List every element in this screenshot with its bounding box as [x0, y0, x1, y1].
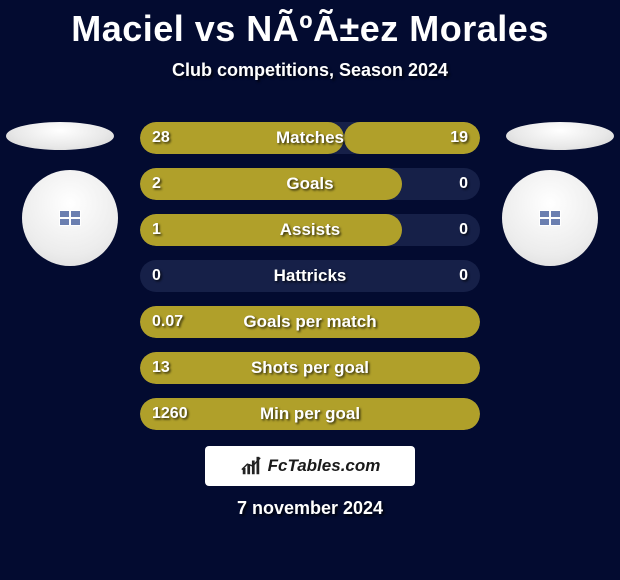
page-title: Maciel vs NÃºÃ±ez Morales	[0, 0, 620, 50]
player-left-shadow	[6, 122, 114, 150]
player-right-flag-icon	[539, 210, 561, 226]
stat-label: Goals per match	[140, 306, 480, 338]
stat-row: 2819Matches	[140, 122, 480, 154]
player-right-shadow	[506, 122, 614, 150]
subtitle: Club competitions, Season 2024	[0, 60, 620, 81]
stat-label: Goals	[140, 168, 480, 200]
stat-row: 10Assists	[140, 214, 480, 246]
player-left-avatar	[22, 170, 118, 266]
footer-date: 7 november 2024	[0, 498, 620, 519]
fctables-icon	[240, 455, 262, 477]
stat-label: Min per goal	[140, 398, 480, 430]
stat-label: Matches	[140, 122, 480, 154]
stat-label: Assists	[140, 214, 480, 246]
stat-label: Hattricks	[140, 260, 480, 292]
stat-row: 1260Min per goal	[140, 398, 480, 430]
stat-row: 00Hattricks	[140, 260, 480, 292]
source-logo-text: FcTables.com	[268, 456, 381, 476]
comparison-card: Maciel vs NÃºÃ±ez Morales Club competiti…	[0, 0, 620, 580]
player-left-flag-icon	[59, 210, 81, 226]
source-logo: FcTables.com	[205, 446, 415, 486]
player-right-avatar	[502, 170, 598, 266]
stat-row: 13Shots per goal	[140, 352, 480, 384]
stat-bars: 2819Matches 20Goals 10Assists 00Hattricks 0.…	[140, 122, 480, 444]
stat-row: 20Goals	[140, 168, 480, 200]
stat-label: Shots per goal	[140, 352, 480, 384]
stat-row: 0.07Goals per match	[140, 306, 480, 338]
